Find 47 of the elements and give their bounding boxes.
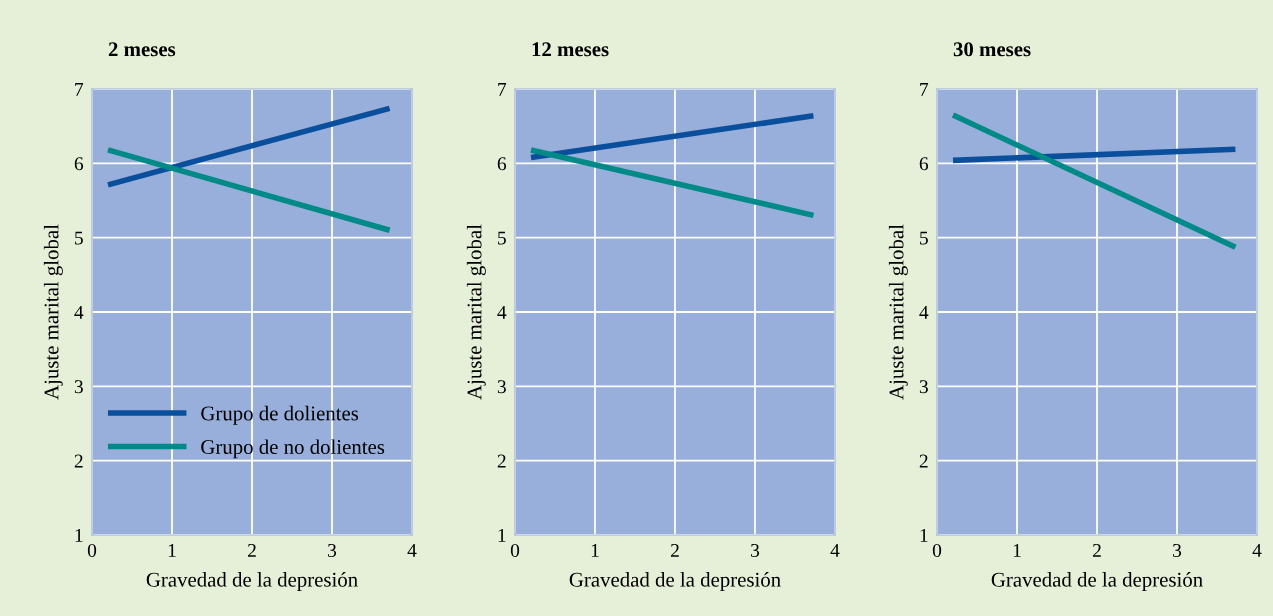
- y-axis-title: Ajuste marital global: [466, 224, 486, 400]
- y-tick-label: 2: [919, 454, 928, 468]
- x-tick-label: 2: [670, 543, 679, 557]
- y-tick-label: 5: [920, 231, 928, 245]
- y-tick-label: 3: [74, 380, 83, 394]
- y-tick-label: 1: [75, 528, 83, 542]
- y-tick-label: 4: [74, 305, 84, 319]
- y-tick-label: 1: [498, 528, 506, 542]
- x-tick-label: 2: [247, 543, 256, 557]
- x-tick-label: 3: [1173, 543, 1182, 558]
- chart-title: 12 meses: [532, 42, 609, 57]
- y-tick-label: 5: [75, 231, 83, 245]
- y-tick-label: 3: [497, 380, 506, 394]
- y-tick-label: 1: [920, 528, 928, 542]
- x-axis-title: Gravedad de la depresión: [991, 572, 1203, 591]
- x-tick-label: 0: [510, 543, 520, 558]
- legend-label: Grupo de no dolientes: [201, 439, 385, 459]
- y-tick-label: 6: [497, 157, 507, 171]
- x-tick-label: 4: [830, 544, 840, 557]
- y-tick-label: 4: [919, 305, 929, 319]
- x-axis-title: Gravedad de la depresión: [569, 572, 781, 591]
- y-tick-label: 5: [498, 231, 506, 245]
- y-tick-label: 3: [919, 380, 928, 394]
- legend-label: Grupo de dolientes: [201, 405, 359, 425]
- x-tick-label: 4: [407, 544, 417, 557]
- x-axis-title: Gravedad de la depresión: [146, 572, 358, 591]
- x-tick-label: 1: [168, 543, 176, 557]
- y-axis-title: Ajuste marital global: [43, 224, 63, 400]
- y-tick-label: 2: [74, 454, 83, 468]
- x-tick-label: 1: [1013, 543, 1021, 557]
- y-tick-label: 7: [75, 83, 84, 96]
- y-axis-title: Ajuste marital global: [888, 224, 908, 400]
- chart-title: 2 meses: [108, 42, 176, 57]
- x-tick-label: 3: [328, 543, 337, 558]
- x-tick-label: 3: [751, 543, 760, 558]
- y-tick-label: 4: [497, 305, 507, 319]
- y-tick-label: 6: [919, 157, 929, 171]
- chart-title: 30 meses: [953, 42, 1031, 57]
- x-tick-label: 1: [591, 543, 599, 557]
- x-tick-label: 4: [1252, 544, 1262, 557]
- x-tick-label: 0: [87, 543, 97, 558]
- x-tick-label: 2: [1092, 543, 1101, 557]
- x-tick-label: 0: [932, 543, 942, 558]
- y-tick-label: 2: [497, 454, 506, 468]
- y-tick-label: 6: [74, 157, 84, 171]
- y-tick-label: 7: [920, 83, 929, 96]
- y-tick-label: 7: [498, 83, 507, 96]
